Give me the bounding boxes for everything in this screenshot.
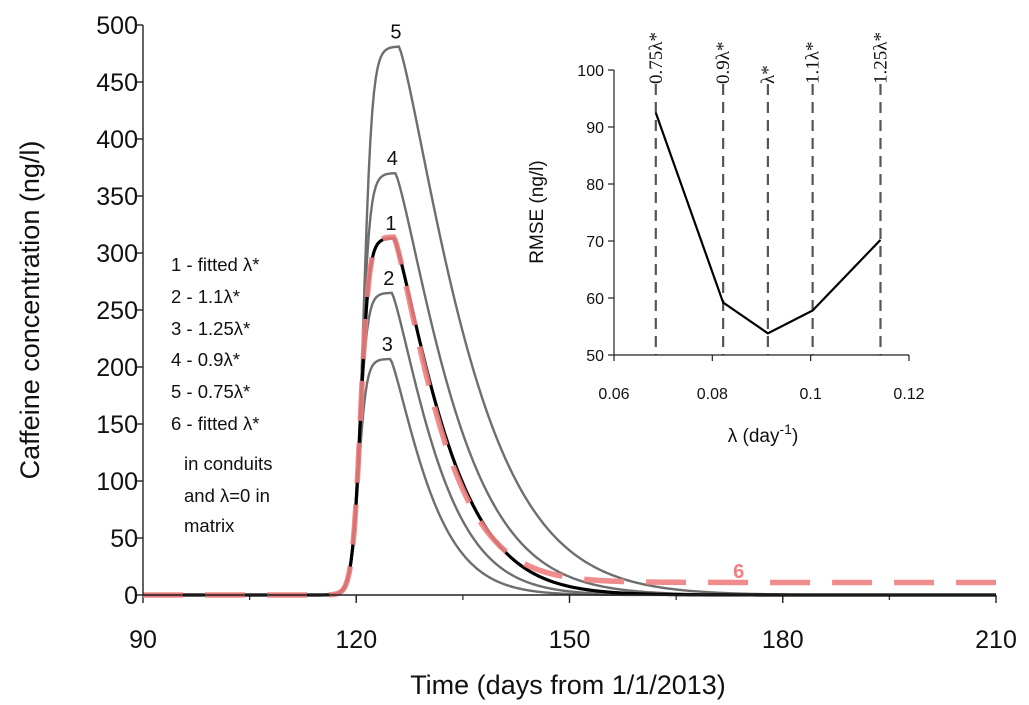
main-ticks: 90 120 150 180 21005010015020025030035040045… <box>96 12 1017 654</box>
main-y-axis-title: Caffeine concentration (ng/l) <box>15 141 45 480</box>
main-y-tick-label: 350 <box>96 183 138 211</box>
main-y-tick-label: 300 <box>96 240 138 268</box>
main-chart: 90 120 150 180 21005010015020025030035040045… <box>15 12 1017 700</box>
main-y-tick-label: 0 <box>124 582 138 610</box>
main-y-tick-label: 400 <box>96 126 138 154</box>
main-y-tick-label: 250 <box>96 297 138 325</box>
main-legend-entry: matrix <box>184 515 235 536</box>
main-curves <box>143 45 996 598</box>
inset-y-tick-label: 90 <box>586 120 604 137</box>
inset-x-tick-label: 0.06 <box>598 386 629 403</box>
inset-ticks: 0.06 0.08 0.1 0.12 50 60 70 80 90 100 <box>577 63 924 403</box>
main-legend-entry: in conduits <box>184 453 272 474</box>
inset-y-tick-label: 70 <box>586 234 604 251</box>
main-series-1-label: 1 <box>385 213 396 235</box>
main-legend-entry: 1 - fitted λ* <box>171 254 259 275</box>
main-x-axis-title: Time (days from 1/1/2013) <box>410 670 726 700</box>
inset-reference-label: λ* <box>758 65 779 84</box>
main-x-tick-label: 180 <box>762 626 804 654</box>
main-y-tick-label: 200 <box>96 354 138 382</box>
inset-rmse-line <box>654 112 882 335</box>
inset-x-tick-label: 0.12 <box>893 386 924 403</box>
inset-y-tick-label: 60 <box>586 291 604 308</box>
main-legend-entry: 6 - fitted λ* <box>171 413 259 434</box>
main-series-5-line <box>143 45 996 597</box>
main-series-2-label: 2 <box>383 268 394 290</box>
main-series-3-label: 3 <box>382 334 393 356</box>
inset-y-tick-label: 100 <box>577 63 604 80</box>
main-series-5-label: 5 <box>390 22 401 44</box>
main-series-4-line <box>143 171 996 597</box>
inset-reference-label: 1.1λ* <box>803 42 824 84</box>
inset-y-tick-label: 50 <box>586 348 604 365</box>
inset-y-axis-title: RMSE (ng/l) <box>527 160 548 263</box>
inset-x-tick-label: 0.1 <box>800 386 822 403</box>
main-legend: 1 - fitted λ* 2 - 1.1λ* 3 - 1.25λ* 4 - 0.9λ… <box>171 254 272 536</box>
main-legend-entry: 4 - 0.9λ* <box>171 349 240 370</box>
inset-y-tick-label: 80 <box>586 177 604 194</box>
main-series-6-label: 6 <box>733 561 744 583</box>
inset-chart: 0.06 0.08 0.1 0.12 50 60 70 80 90 100 0.75λ* 0.9λ*… <box>527 32 925 447</box>
inset-x-tick-label: 0.08 <box>697 386 728 403</box>
main-y-tick-label: 450 <box>96 69 138 97</box>
inset-x-axis-title: λ (day-1) <box>728 421 799 447</box>
main-y-tick-label: 500 <box>96 12 138 40</box>
inset-reference-label: 1.25λ* <box>870 32 891 84</box>
main-legend-entry: 2 - 1.1λ* <box>171 286 240 307</box>
main-x-tick-label: 150 <box>549 626 591 654</box>
main-y-tick-label: 100 <box>96 468 138 496</box>
main-series-1-line <box>143 236 996 597</box>
main-y-tick-label: 50 <box>110 525 138 553</box>
inset-reference-label: 0.75λ* <box>646 32 667 84</box>
main-x-tick-label: 90 <box>129 626 157 654</box>
main-legend-entry: and λ=0 in <box>184 485 270 506</box>
main-series-3-line <box>143 357 996 597</box>
main-legend-entry: 3 - 1.25λ* <box>171 318 250 339</box>
main-y-tick-label: 150 <box>96 411 138 439</box>
main-legend-entry: 5 - 0.75λ* <box>171 381 250 402</box>
inset-reference-label: 0.9λ* <box>713 42 734 84</box>
main-x-tick-label: 210 <box>975 626 1017 654</box>
main-series-6-line <box>143 234 996 598</box>
main-x-tick-label: 120 <box>335 626 377 654</box>
inset-reference-lines: 0.75λ* 0.9λ* λ* 1.1λ* 1.25λ* <box>646 32 891 355</box>
main-series-4-label: 4 <box>387 148 398 170</box>
main-curve-labels: 1 2 3 4 5 6 <box>382 22 744 583</box>
